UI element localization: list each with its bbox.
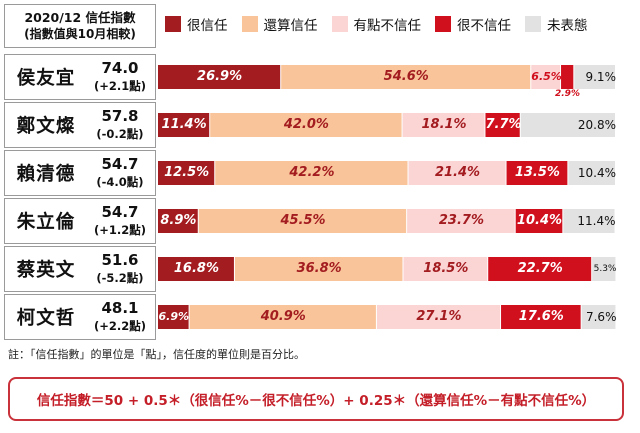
legend-item: 還算信任 <box>241 14 318 34</box>
bar-value-label: 23.7% <box>438 213 484 228</box>
bar-value-label: 7.7% <box>485 117 522 132</box>
bar-value-label: 21.4% <box>434 165 481 180</box>
candidate-row-label: 柯文哲 48.1 (+2.2點) <box>4 294 156 340</box>
legend-swatch <box>525 16 541 32</box>
bar-value-label: 12.5% <box>164 165 210 180</box>
candidate-row-label: 賴清德 54.7 (-4.0點) <box>4 150 156 196</box>
bar-value-label: 13.5% <box>514 165 560 180</box>
trust-index-change: (+2.2點) <box>93 319 147 333</box>
bar-value-label: 16.8% <box>173 261 219 276</box>
bar-value-label: 11.4% <box>577 214 616 228</box>
trust-index-value: 54.7 <box>101 203 139 221</box>
bar-value-label: 2.9% <box>555 89 580 99</box>
candidate-row-label: 侯友宜 74.0 (+2.1點) <box>4 54 156 100</box>
legend-swatch <box>241 16 258 32</box>
formula-box: 信任指數＝50 + 0.5＊（很信任%－很不信任%）+ 0.25＊（還算信任%－… <box>8 377 624 421</box>
bar-value-label: 10.4% <box>516 213 563 228</box>
bar-value-label: 9.1% <box>585 70 616 84</box>
bar-value-label: 11.4% <box>161 117 207 132</box>
bar-value-label: 17.6% <box>518 309 564 324</box>
legend-swatch <box>331 16 348 32</box>
candidate-row-label: 蔡英文 51.6 (-5.2點) <box>4 246 156 292</box>
trust-index-change: (+2.1點) <box>93 79 147 93</box>
trust-index-change: (-5.2點) <box>96 271 144 285</box>
bar-value-label: 6.9% <box>158 310 190 323</box>
trust-index-value: 54.7 <box>101 155 139 173</box>
header-box: 2020/12 信任指數 (指數值與10月相較) <box>4 4 156 48</box>
candidate-name: 朱立倫 <box>16 212 76 233</box>
bar-value-label: 18.1% <box>421 117 467 132</box>
legend-item: 有點不信任 <box>331 14 422 34</box>
bar-value-label: 18.5% <box>423 261 469 276</box>
bar-value-label: 36.8% <box>296 261 342 276</box>
header-subtitle: (指數值與10月相較) <box>24 27 136 41</box>
legend-item: 很不信任 <box>435 14 511 34</box>
candidate-name: 鄭文燦 <box>16 116 76 137</box>
formula-text: 信任指數＝50 + 0.5＊（很信任%－很不信任%）+ 0.25＊（還算信任%－… <box>36 393 596 409</box>
legend-label: 很信任 <box>187 18 228 34</box>
bar-value-label: 6.5% <box>531 70 562 83</box>
legend-label: 未表態 <box>547 18 588 34</box>
bar-value-label: 7.6% <box>585 310 617 324</box>
candidate-name: 侯友宜 <box>16 68 76 89</box>
legend-item: 未表態 <box>525 14 588 34</box>
footnote: 註：「信任指數」的單位是「點」，信任度的單位則是百分比。 <box>8 348 305 361</box>
trust-index-change: (+1.2點) <box>93 223 147 237</box>
candidate-row-label: 鄭文燦 57.8 (-0.2點) <box>4 102 156 148</box>
bar-value-label: 27.1% <box>416 309 462 324</box>
candidate-name: 蔡英文 <box>16 260 76 281</box>
bar-value-label: 26.9% <box>197 69 243 84</box>
trust-index-change: (-4.0點) <box>96 175 144 189</box>
bar-value-label: 42.2% <box>289 165 335 180</box>
bar-segment <box>561 65 574 89</box>
bar-value-label: 54.6% <box>383 69 429 84</box>
legend: 很信任 還算信任 有點不信任 很不信任 未表態 <box>165 10 633 38</box>
trust-index-value: 57.8 <box>101 107 139 125</box>
bar-value-label: 8.9% <box>160 213 197 228</box>
legend-label: 有點不信任 <box>353 18 422 34</box>
legend-item: 很信任 <box>165 14 228 34</box>
legend-swatch <box>165 16 181 32</box>
legend-label: 還算信任 <box>263 18 318 34</box>
candidate-row-label: 朱立倫 54.7 (+1.2點) <box>4 198 156 244</box>
legend-swatch <box>435 16 451 32</box>
bar-value-label: 42.0% <box>283 117 329 132</box>
candidate-name: 柯文哲 <box>16 308 76 329</box>
candidate-name: 賴清德 <box>16 164 76 185</box>
bar-value-label: 45.5% <box>280 213 326 228</box>
bar-value-label: 10.4% <box>577 166 616 180</box>
trust-index-value: 51.6 <box>101 251 139 269</box>
header-title: 2020/12 信任指數 <box>24 10 136 25</box>
bar-value-label: 40.9% <box>260 309 306 324</box>
trust-index-value: 74.0 <box>101 59 139 77</box>
bar-value-label: 5.3% <box>593 264 617 274</box>
trust-index-change: (-0.2點) <box>96 127 144 141</box>
bar-value-label: 20.8% <box>577 118 616 132</box>
trust-index-value: 48.1 <box>101 299 139 317</box>
bar-value-label: 22.7% <box>517 261 563 276</box>
legend-label: 很不信任 <box>457 18 511 34</box>
